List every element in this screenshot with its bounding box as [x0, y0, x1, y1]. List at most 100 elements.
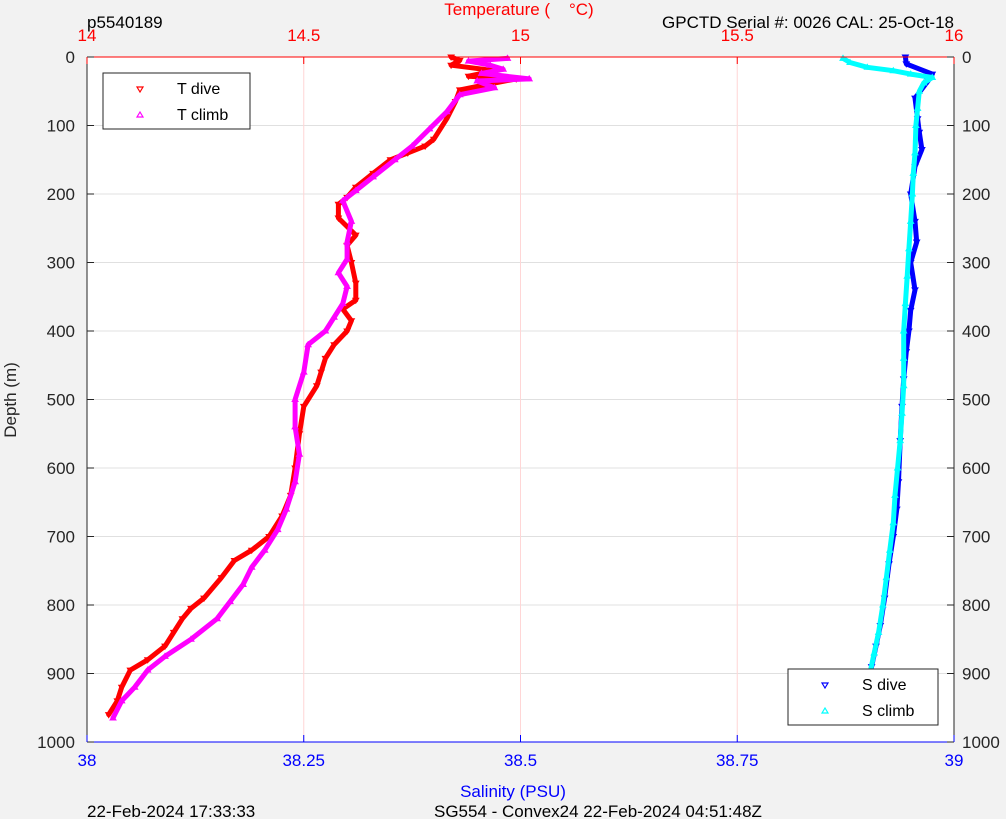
- series-t-climb-point: [226, 597, 234, 605]
- series-t-dive-point: [117, 684, 126, 692]
- depth-tick-label-left: 0: [66, 48, 75, 67]
- series-s-climb-point: [899, 327, 908, 334]
- series-t-climb-point: [299, 368, 308, 375]
- depth-tick-label-left: 800: [47, 596, 75, 615]
- series-s-dive-point: [912, 239, 921, 246]
- depth-tick-label-left: 1000: [37, 733, 75, 752]
- series-t-climb-point: [490, 83, 499, 91]
- depth-tick-label-left: 400: [47, 322, 75, 341]
- series-s-climb-point: [912, 121, 920, 128]
- legend-s-dive-marker: [820, 682, 830, 690]
- profile-id: p5540189: [87, 13, 163, 32]
- series-t-dive-point: [330, 342, 338, 349]
- depth-tick-label-left: 100: [47, 117, 75, 136]
- series-t-dive-point: [104, 712, 113, 719]
- series-t-climb-point: [473, 77, 482, 84]
- series-t-climb-point: [338, 196, 347, 204]
- series-t-dive-point: [178, 616, 187, 623]
- series-s-climb-point: [906, 70, 915, 77]
- depth-tick-label-left: 500: [47, 391, 75, 410]
- series-s-climb-point: [913, 104, 922, 111]
- series-s-climb-point: [908, 190, 917, 197]
- series-t-climb-point: [117, 696, 126, 704]
- series-t-climb-point: [369, 172, 377, 180]
- series-s-climb-point: [919, 79, 928, 86]
- series-s-climb-point: [885, 546, 894, 553]
- depth-axis-label: Depth (m): [1, 362, 20, 438]
- axis-ticks: 0 0 100 100 200 200 300 300 400 400 500 500 600 600 70…: [37, 26, 1000, 770]
- series-t-climb-point: [499, 65, 508, 72]
- series-t-dive-point: [299, 403, 308, 411]
- series-s-climb-point: [915, 87, 924, 94]
- series-t-dive-point: [464, 73, 473, 81]
- series-t-climb-point: [282, 505, 291, 512]
- depth-tick-label-left: 900: [47, 665, 75, 684]
- series-t-dive-point: [429, 136, 438, 144]
- serial-cal-info: GPCTD Serial #: 0026 CAL: 25-Oct-18: [662, 13, 954, 32]
- series-s-dive-point: [902, 61, 911, 68]
- salinity-tick-label: 38.75: [716, 751, 759, 770]
- series-s-climb-point: [863, 63, 872, 70]
- series-t-dive-point: [351, 232, 360, 240]
- temperature-tick-label: 14.5: [287, 26, 320, 45]
- legend-temperature: T dive T climb: [102, 72, 251, 130]
- series-t-climb-point: [343, 282, 351, 289]
- series-layer: [104, 54, 937, 721]
- salinity-tick-label: 39: [945, 751, 964, 770]
- legend-s-climb-marker: [820, 706, 830, 714]
- series-s-climb-point: [846, 58, 854, 65]
- depth-tick-label-left: 200: [47, 185, 75, 204]
- series-s-dive-point: [906, 307, 915, 315]
- series-t-climb-point: [239, 580, 247, 587]
- legend-t-dive-marker: [135, 86, 145, 94]
- series-s-climb-point: [893, 464, 902, 471]
- series-t-climb-point: [213, 614, 221, 622]
- series-t-dive-point: [200, 595, 208, 603]
- series-s-climb-point: [928, 73, 937, 80]
- timestamp-left: 22-Feb-2024 17:33:33: [87, 802, 255, 819]
- series-s-dive-point: [911, 287, 919, 294]
- temperature-tick-label: 15.5: [721, 26, 754, 45]
- salinity-tick-label: 38.25: [282, 751, 325, 770]
- series-t-dive-point: [351, 280, 360, 288]
- series-t-climb-point: [338, 299, 347, 307]
- series-s-climb-point: [839, 54, 847, 61]
- series-s-dive-point: [905, 328, 913, 335]
- series-s-climb-point: [898, 409, 906, 416]
- series-t-dive-point: [343, 328, 351, 335]
- series-t-dive-point: [447, 62, 455, 70]
- series-s-climb-point: [889, 66, 898, 74]
- depth-tick-label-right: 900: [962, 665, 990, 684]
- series-t-dive-point: [317, 369, 325, 377]
- series-t-dive-point: [351, 297, 360, 305]
- series-s-climb-point: [870, 649, 879, 656]
- series-s-climb-point: [879, 601, 887, 608]
- depth-tick-label-right: 700: [962, 528, 990, 547]
- depth-tick-label-left: 300: [47, 254, 75, 273]
- series-s-climb-point: [891, 491, 899, 498]
- series-t-climb-point: [351, 186, 360, 194]
- series-t-dive-point: [334, 215, 343, 222]
- legend-salinity: S dive S climb: [787, 668, 939, 726]
- series-t-climb-point: [295, 450, 304, 457]
- series-s-climb-point: [899, 354, 908, 361]
- series-t-dive-point: [312, 383, 321, 390]
- salinity-tick-label: 38.5: [504, 751, 537, 770]
- series-t-climb-point: [486, 61, 495, 68]
- series-s-climb-point: [906, 217, 915, 224]
- depth-tick-label-right: 200: [962, 185, 990, 204]
- salinity-axis-label: Salinity (PSU): [460, 782, 566, 801]
- series-s-climb-point: [905, 244, 913, 252]
- series-t-climb-point: [347, 217, 356, 224]
- depth-tick-label-left: 700: [47, 528, 75, 547]
- series-t-climb-point: [455, 90, 464, 98]
- legend-s-dive-label: S dive: [862, 677, 907, 694]
- salinity-tick-label: 38: [78, 751, 97, 770]
- temperature-axis-label: Temperature ( °C): [444, 0, 593, 19]
- series-t-climb-point: [477, 69, 486, 76]
- legend-t-climb-marker: [135, 110, 145, 118]
- series-s-dive-point: [918, 147, 926, 154]
- series-t-dive-point: [126, 667, 135, 675]
- series-t-dive-point: [143, 657, 152, 664]
